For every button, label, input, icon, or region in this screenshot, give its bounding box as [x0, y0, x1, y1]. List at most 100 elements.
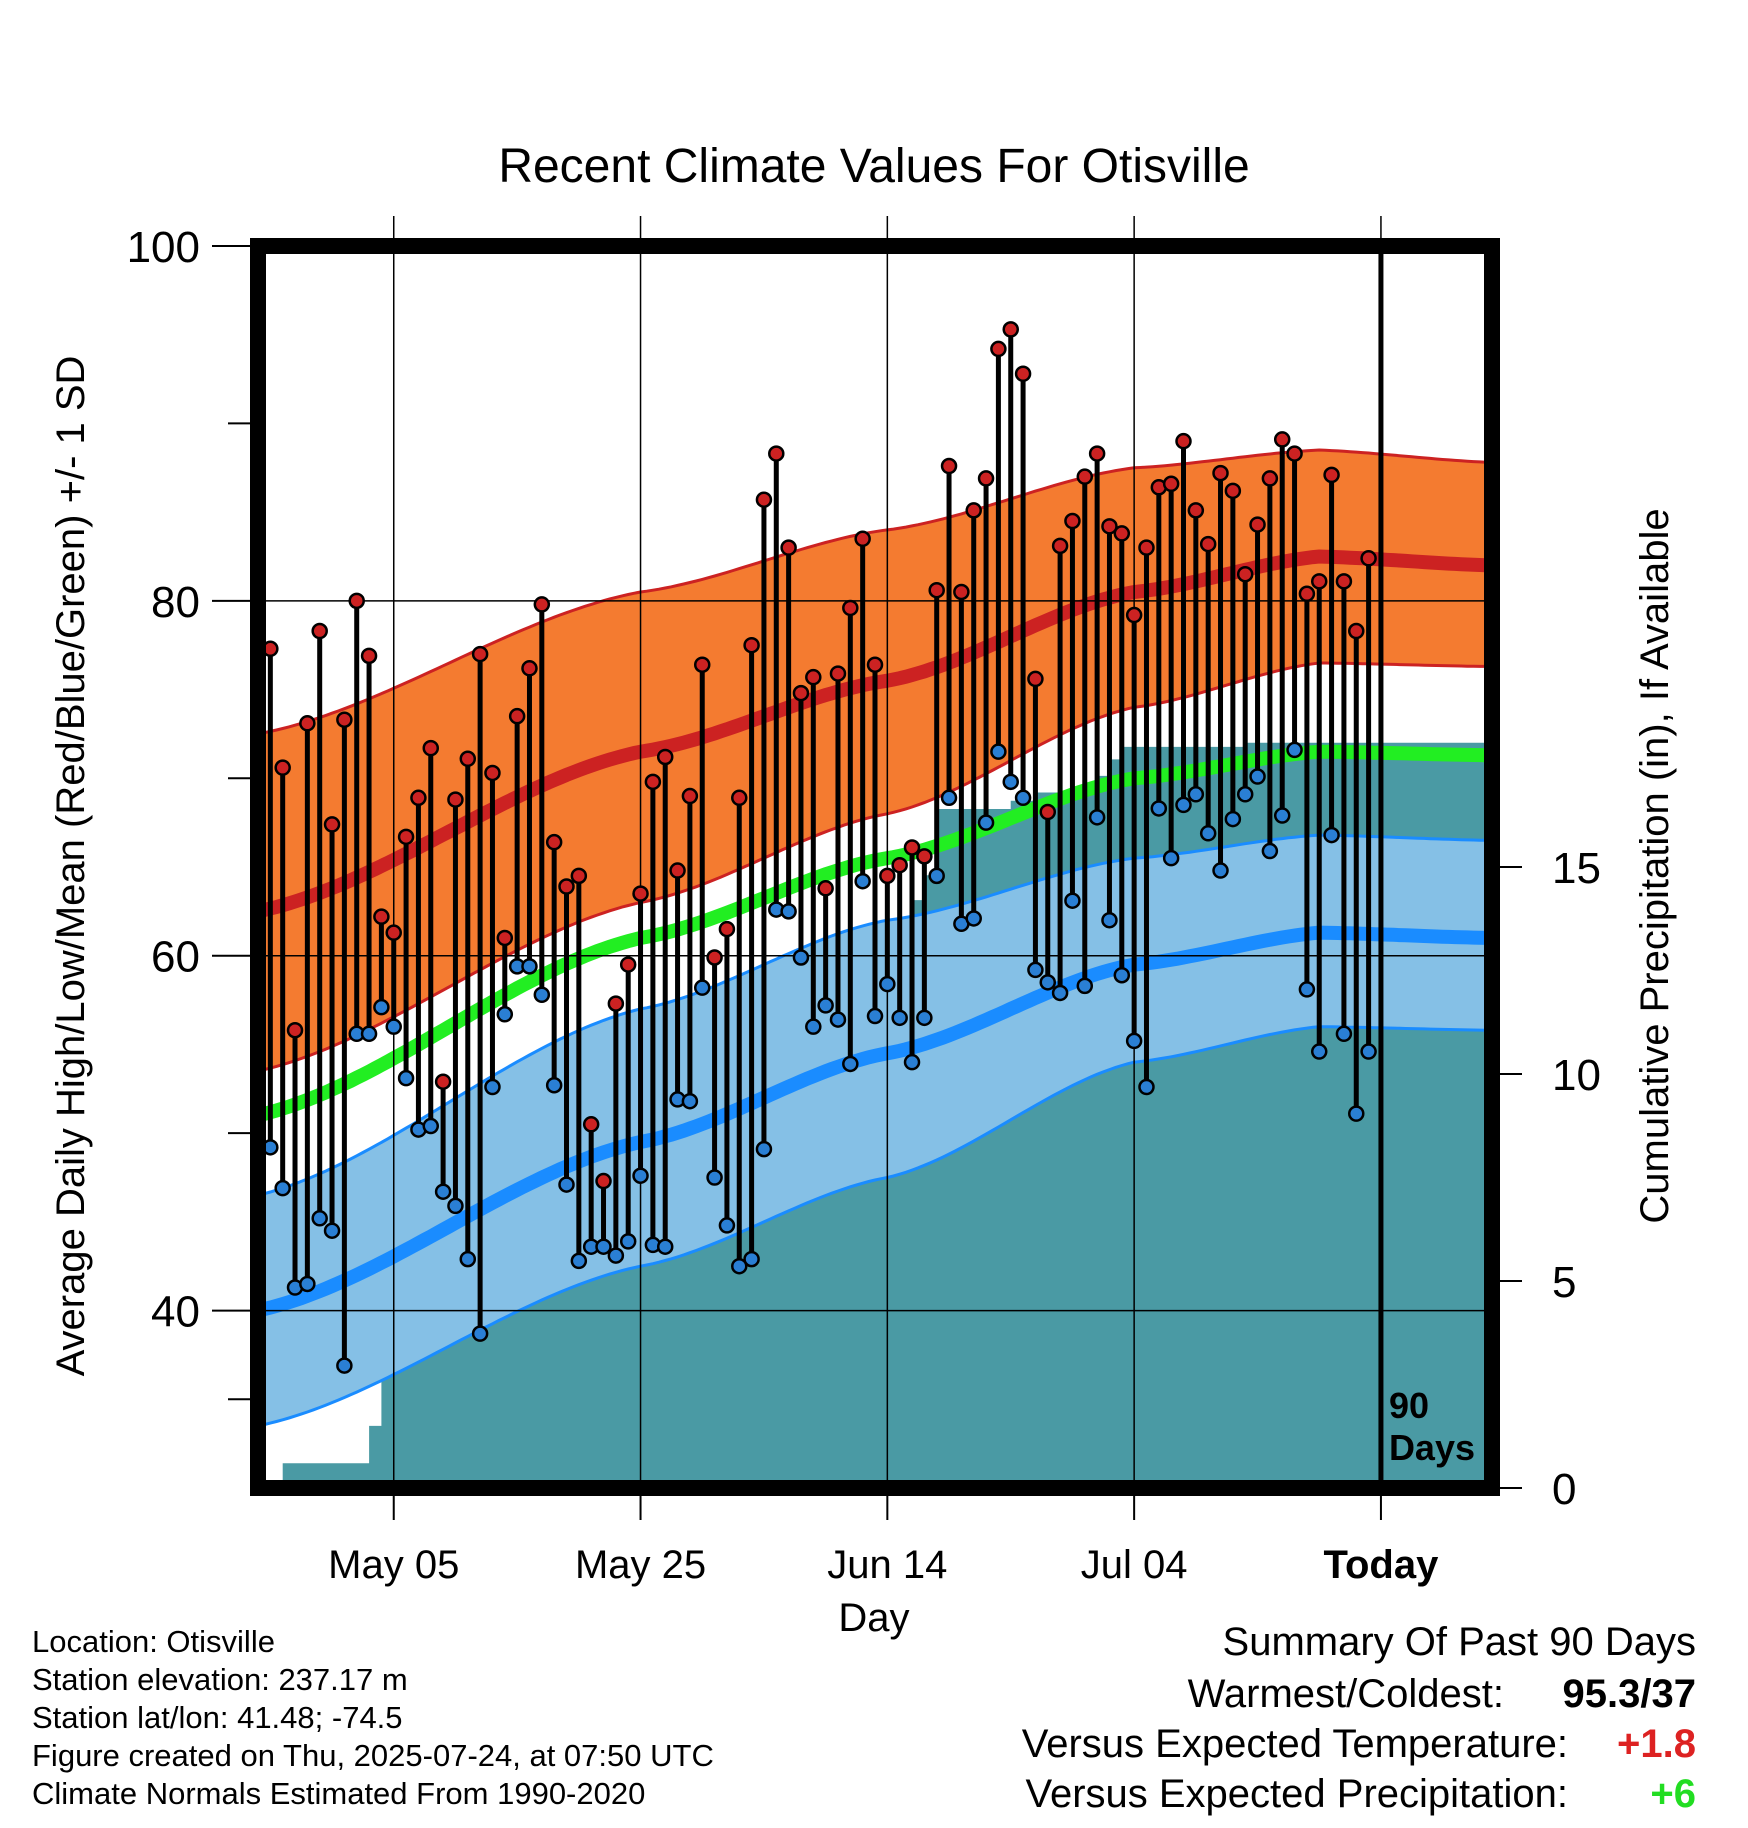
- normal-low-line: [256, 925, 1493, 1318]
- y2-axis-label: Cumulative Precipitation (in), If Availa…: [1633, 508, 1677, 1223]
- x-tick-label: Jun 14: [827, 1543, 947, 1587]
- daily-high-point: [1076, 468, 1094, 485]
- daily-high-point: [644, 773, 662, 791]
- daily-low-point: [1138, 1078, 1155, 1096]
- daily-high-point: [940, 457, 958, 475]
- daily-high-point: [792, 684, 810, 702]
- daily-low-point: [496, 1006, 514, 1023]
- daily-high-point: [434, 1073, 452, 1090]
- daily-low-point: [459, 1250, 477, 1268]
- daily-high-point: [1348, 622, 1365, 640]
- daily-low-point: [558, 1176, 575, 1193]
- daily-high-point: [768, 445, 785, 462]
- daily-low-point: [866, 1007, 884, 1025]
- daily-low-point: [385, 1018, 402, 1035]
- daily-high-point: [632, 885, 649, 902]
- daily-low-point: [595, 1238, 612, 1255]
- daily-high-point: [1002, 321, 1019, 338]
- daily-high-point: [1027, 670, 1044, 688]
- daily-high-point: [1101, 518, 1118, 535]
- daily-high-point: [1360, 550, 1377, 567]
- daily-high-point: [854, 530, 871, 548]
- daily-low-point: [1125, 1032, 1143, 1050]
- daily-low-point: [854, 872, 871, 890]
- daily-low-point: [521, 958, 538, 975]
- daily-high-point: [1310, 573, 1328, 590]
- y-tick-label: 100: [127, 223, 200, 272]
- daily-high-point: [1162, 475, 1180, 493]
- daily-low-point: [805, 1018, 822, 1035]
- daily-low-point: [1298, 981, 1316, 998]
- daily-low-point: [977, 814, 995, 831]
- daily-low-point: [360, 1025, 378, 1043]
- today-label-line2: Days: [1389, 1427, 1475, 1468]
- daily-low-point: [1335, 1025, 1353, 1043]
- daily-low-point: [471, 1325, 489, 1342]
- daily-high-point: [422, 739, 440, 757]
- daily-high-point: [447, 791, 464, 808]
- daily-high-point: [1014, 365, 1032, 382]
- y2-tick-label: 15: [1552, 844, 1601, 893]
- daily-low-point: [1051, 984, 1069, 1002]
- y-tick-label: 60: [151, 933, 200, 982]
- daily-high-point: [829, 665, 847, 682]
- daily-high-point: [1236, 565, 1254, 583]
- daily-low-point: [1027, 961, 1044, 979]
- daily-low-point: [1261, 842, 1279, 860]
- precip-anomaly-value: +6: [1650, 1772, 1696, 1816]
- daily-low-point: [311, 1210, 328, 1227]
- daily-low-point: [1323, 826, 1340, 844]
- daily-low-point: [619, 1233, 637, 1250]
- daily-high-point: [595, 1172, 612, 1190]
- daily-high-point: [545, 833, 563, 851]
- location-text: Location: Otisville: [32, 1624, 275, 1659]
- y-tick-label: 40: [151, 1288, 200, 1337]
- daily-high-point: [656, 748, 674, 766]
- summary-heading: Summary Of Past 90 Days: [1222, 1620, 1696, 1664]
- daily-high-point: [1298, 585, 1316, 603]
- daily-low-point: [1199, 825, 1217, 842]
- daily-high-point: [459, 750, 477, 768]
- daily-high-point: [866, 656, 884, 673]
- daily-low-point: [1224, 810, 1242, 828]
- daily-low-point: [1249, 768, 1266, 785]
- daily-high-point: [965, 502, 982, 519]
- warm-cold-label: Warmest/Coldest:: [1187, 1672, 1504, 1716]
- daily-low-point: [1236, 786, 1254, 803]
- daily-high-point: [879, 867, 896, 885]
- daily-high-point: [508, 707, 526, 725]
- daily-low-point: [1187, 786, 1205, 803]
- daily-high-point: [1286, 445, 1303, 462]
- daily-high-point: [1335, 573, 1353, 590]
- daily-high-point: [1113, 525, 1131, 542]
- daily-high-point: [299, 715, 316, 732]
- normal-low-band: [258, 835, 1492, 1426]
- daily-high-point: [990, 340, 1007, 358]
- daily-high-point: [1212, 464, 1229, 482]
- daily-low-point: [928, 867, 945, 885]
- daily-high-point: [1199, 535, 1217, 553]
- daily-high-point: [1039, 803, 1057, 821]
- daily-low-point: [484, 1078, 501, 1096]
- daily-low-point: [879, 975, 896, 993]
- daily-high-point: [323, 816, 341, 833]
- daily-low-point: [965, 910, 982, 927]
- normal-low-band-lower-edge: [257, 1025, 1492, 1428]
- daily-low-point: [373, 998, 390, 1016]
- daily-low-point: [1348, 1105, 1365, 1122]
- daily-low-point: [693, 979, 711, 996]
- y2-tick-label: 0: [1552, 1465, 1576, 1514]
- daily-high-point: [1261, 470, 1279, 487]
- daily-low-point: [792, 949, 810, 966]
- daily-high-point: [360, 647, 378, 665]
- daily-low-point: [743, 1250, 760, 1268]
- daily-low-point: [545, 1076, 563, 1094]
- daily-high-point: [336, 711, 353, 728]
- daily-low-point: [1175, 796, 1192, 814]
- x-tick-label: May 05: [328, 1543, 459, 1587]
- x-tick-label: Jul 04: [1081, 1543, 1188, 1587]
- daily-low-point: [916, 1009, 933, 1027]
- daily-high-point: [558, 878, 575, 895]
- daily-low-point: [336, 1357, 353, 1374]
